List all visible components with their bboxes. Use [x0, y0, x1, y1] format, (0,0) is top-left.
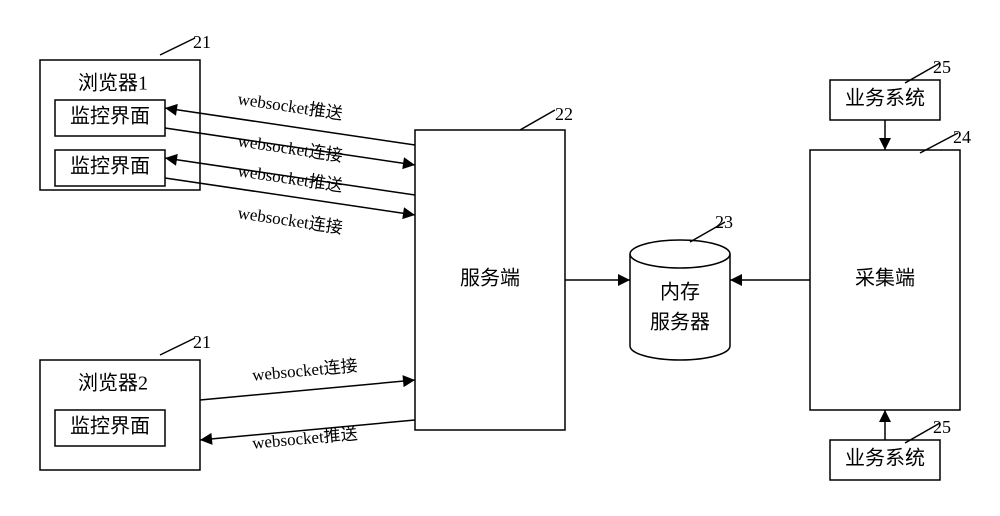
arrowhead [165, 104, 178, 116]
node-label: 监控界面 [70, 105, 150, 128]
ref-num: 23 [715, 212, 733, 232]
cylinder-label: 服务器 [650, 311, 710, 334]
arrowhead [165, 154, 178, 166]
edge [200, 380, 415, 400]
edge-label: websocket连接 [237, 203, 344, 237]
node-label: 业务系统 [845, 447, 925, 470]
node-label: 业务系统 [845, 87, 925, 110]
ref-num: 21 [193, 332, 211, 352]
cylinder-label: 内存 [660, 281, 700, 304]
node-label: 监控界面 [70, 415, 150, 438]
arrowhead [200, 433, 213, 445]
cylinder-top [630, 240, 730, 268]
edge-label: websocket推送 [237, 89, 344, 123]
ref-num: 22 [555, 104, 573, 124]
arrowhead [402, 375, 415, 387]
arrowhead [402, 157, 415, 169]
ref-num: 21 [193, 32, 211, 52]
arrowhead [879, 138, 891, 150]
node-title: 浏览器1 [78, 72, 148, 95]
edge-label: websocket连接 [237, 131, 344, 165]
ref-leader [520, 110, 555, 130]
node-label: 监控界面 [70, 155, 150, 178]
diagram-canvas: websocket推送 websocket连接 websocket推送 websock… [0, 0, 1000, 516]
node-title: 浏览器2 [78, 372, 148, 395]
ref-num: 24 [953, 127, 971, 147]
ref-num: 25 [933, 57, 951, 77]
edge-label: websocket连接 [251, 356, 358, 385]
node-label: 采集端 [855, 267, 915, 290]
ref-leader [160, 338, 195, 355]
arrowhead [879, 410, 891, 422]
arrowhead [618, 274, 630, 286]
edge-label: websocket推送 [251, 424, 358, 453]
arrowhead [402, 207, 415, 219]
arrowhead [730, 274, 742, 286]
node-label: 服务端 [460, 267, 520, 290]
cylinder-body [630, 254, 730, 360]
ref-leader [160, 38, 195, 55]
ref-num: 25 [933, 417, 951, 437]
